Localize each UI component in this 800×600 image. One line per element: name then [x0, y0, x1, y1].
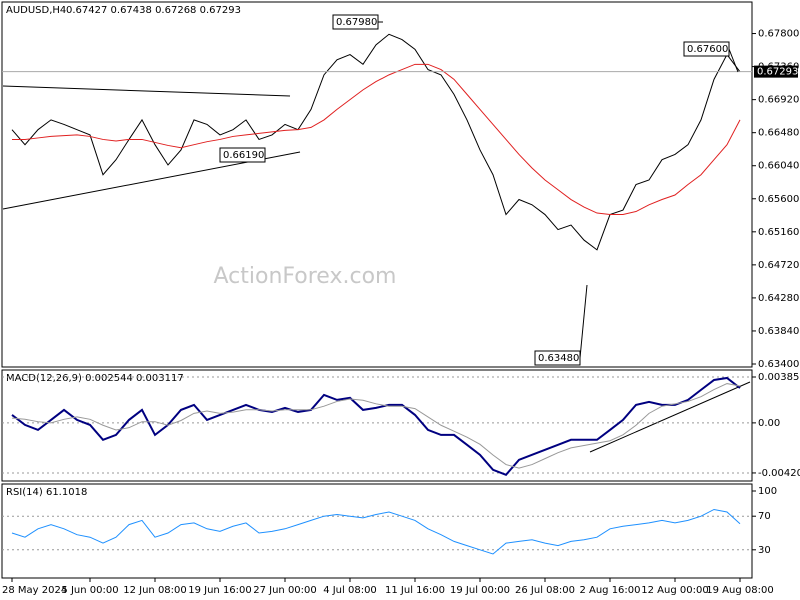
y-tick-label: 0.63400	[758, 359, 799, 370]
x-tick-label: 19 Jun 16:00	[188, 585, 252, 596]
series-line	[11, 376, 741, 476]
annotation-leader	[728, 48, 739, 73]
x-tick-label: 11 Jul 16:00	[385, 585, 445, 596]
series-line	[12, 63, 741, 216]
series-line	[11, 33, 741, 251]
y-tick-label: 0.00	[758, 418, 780, 429]
x-tick-label: 26 Jul 08:00	[515, 585, 575, 596]
series-line	[11, 508, 741, 555]
y-tick-label: -0.004204	[758, 468, 800, 479]
y-tick-label: 0.65160	[758, 227, 799, 238]
y-tick-label: 0.66040	[758, 161, 799, 172]
x-tick-label: 5 Jun 00:00	[61, 585, 118, 596]
annotation-box	[534, 350, 581, 366]
annotation-leader	[579, 284, 588, 359]
rsi-title: RSI(14) 61.1018	[6, 487, 87, 498]
last-price-box	[754, 65, 798, 78]
series-line	[11, 383, 741, 469]
chart-title: AUDUSD,H4	[6, 5, 66, 16]
y-tick-label: 0.66920	[758, 95, 799, 106]
annotation-label: 0.67980	[336, 17, 377, 28]
price-panel	[1, 1, 753, 368]
macd-panel	[1, 369, 753, 482]
y-tick-label: 0.64280	[758, 293, 799, 304]
y-tick-label: 0.63840	[758, 326, 799, 337]
y-tick-label: 30	[758, 545, 771, 556]
x-tick-label: 19 Aug 08:00	[706, 585, 773, 596]
y-tick-label: 0.003852	[758, 372, 800, 383]
annotation-box	[683, 41, 730, 57]
x-tick-label: 12 Aug 00:00	[641, 585, 708, 596]
trendline	[589, 381, 751, 453]
y-tick-label: 0.64720	[758, 260, 799, 271]
rsi-panel	[1, 483, 753, 579]
y-tick-label: 0.67800	[758, 29, 799, 40]
annotation-box	[219, 147, 266, 163]
trendline	[2, 85, 291, 97]
y-tick-label: 70	[758, 511, 771, 522]
y-tick-label: 0.65600	[758, 194, 799, 205]
annotation-box	[332, 14, 379, 30]
annotation-label: 0.63480	[538, 353, 579, 364]
y-tick-label: 0.66480	[758, 128, 799, 139]
x-tick-label: 12 Jun 08:00	[123, 585, 187, 596]
x-tick-label: 19 Jul 00:00	[450, 585, 510, 596]
watermark: ActionForex.com	[214, 264, 397, 289]
x-tick-label: 27 Jun 00:00	[253, 585, 317, 596]
annotation-label: 0.67600	[687, 44, 728, 55]
x-tick-label: 4 Jul 08:00	[323, 585, 377, 596]
x-tick-label: 28 May 2024	[2, 585, 67, 596]
subtitle: 0.67427 0.67438 0.67268 0.67293	[66, 5, 241, 16]
macd-title: MACD(12,26,9) 0.002544 0.003117	[6, 373, 184, 384]
annotation-label: 0.66190	[223, 150, 264, 161]
x-tick-label: 2 Aug 16:00	[579, 585, 640, 596]
y-tick-label: 100	[758, 486, 777, 497]
last-price-label: 0.67293	[757, 67, 798, 78]
